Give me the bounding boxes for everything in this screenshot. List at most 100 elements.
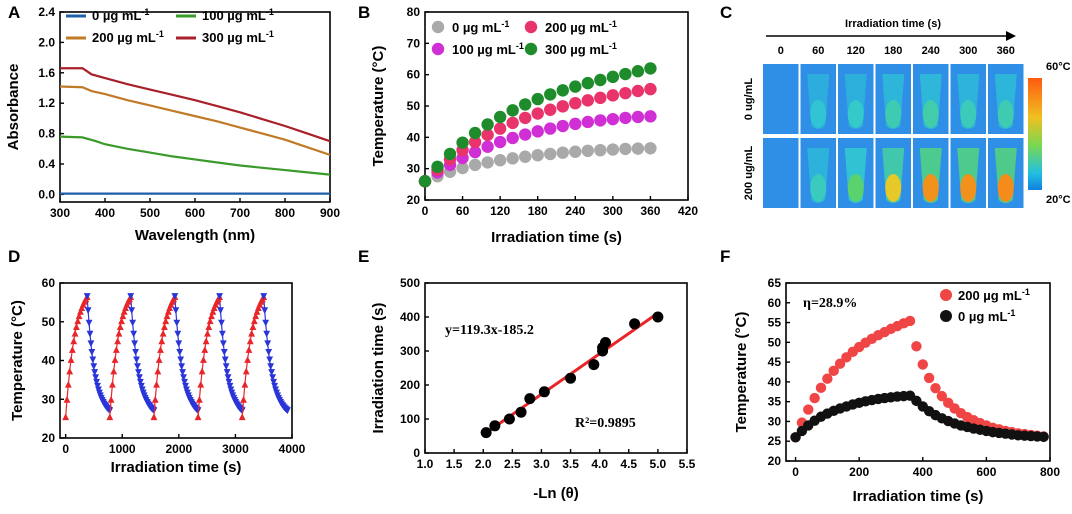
data-point-200	[468, 135, 482, 149]
y-tick-label: 45	[768, 355, 782, 369]
data-point-300	[493, 110, 507, 124]
cooling-point	[84, 307, 92, 315]
x-tick-label: 120	[490, 204, 510, 218]
heating-point	[253, 307, 261, 315]
x-tick-label: 360	[640, 204, 660, 218]
thermal-hotspot	[997, 100, 1014, 128]
legend-label-200: 200 µg mL-1	[92, 29, 164, 45]
x-tick-label: 240	[565, 204, 585, 218]
thermal-hotspot	[960, 174, 977, 202]
legend-label-0: 0 µg mL-1	[92, 7, 149, 23]
series-line-200	[59, 85, 331, 156]
legend-marker-0	[431, 20, 445, 34]
time-column-label: 0	[778, 45, 784, 57]
heating-line	[65, 296, 88, 417]
heating-point	[252, 312, 260, 320]
data-point-100	[531, 125, 544, 138]
data-point	[480, 427, 492, 439]
y-tick-label: 30	[42, 392, 56, 406]
data-point-0	[1038, 431, 1049, 443]
heating-point	[106, 413, 114, 421]
cooling-point	[134, 363, 141, 371]
time-column-label: 360	[997, 45, 1015, 57]
data-point	[652, 311, 664, 323]
data-point	[565, 372, 577, 384]
data-point-100	[506, 131, 519, 145]
heating-point	[241, 380, 249, 388]
heating-point	[118, 317, 125, 325]
heating-point	[205, 323, 213, 330]
heating-line	[197, 296, 221, 417]
x-tick-label: 4000	[279, 442, 306, 456]
data-point-100	[493, 135, 507, 149]
data-point-300	[506, 104, 519, 117]
data-point-200	[581, 94, 595, 107]
cooling-point	[89, 356, 97, 364]
cooling-point	[129, 319, 137, 327]
thermal-hotspot	[922, 100, 939, 128]
heating-point	[161, 323, 168, 330]
cooling-point	[87, 340, 95, 348]
heating-line	[241, 296, 265, 417]
heating-point	[206, 317, 214, 325]
efficiency-annotation: η=28.9%	[803, 296, 857, 311]
data-point-200	[936, 390, 948, 402]
cooling-point	[267, 363, 275, 371]
y-tick-label: 20	[42, 431, 56, 445]
y-tick-label: 70	[407, 36, 421, 50]
y-tick-label: 60	[42, 276, 56, 290]
cooling-point	[173, 319, 181, 327]
legend-label-100: 100 µg mL-1	[452, 41, 524, 57]
data-point-100	[556, 119, 569, 133]
data-point-200	[619, 86, 632, 100]
legend-marker-0	[940, 310, 952, 322]
x-tick-label: 5.0	[650, 457, 667, 471]
data-point-200	[544, 103, 557, 116]
cooling-point	[88, 348, 96, 356]
data-point-200	[481, 128, 494, 142]
cooling-point	[271, 382, 278, 390]
cooling-point	[174, 330, 182, 338]
chart-d: 0 1000 2000 3000 4000 20 30 40 50 60 Irradiation t…	[9, 276, 306, 476]
data-point-0	[506, 152, 519, 165]
data-point-0	[581, 144, 595, 158]
heating-point	[164, 307, 172, 315]
panel-letter-e: E	[358, 247, 369, 266]
cooling-point	[265, 348, 273, 356]
thermal-cell	[763, 138, 799, 208]
data-point-200	[531, 107, 544, 120]
y-tick-label: 200	[400, 378, 420, 392]
y-tick-label: 40	[768, 375, 782, 389]
data-point-300	[644, 62, 657, 75]
data-point-0	[493, 154, 507, 167]
y-tick-label: 0.4	[38, 157, 55, 171]
data-point-100	[631, 110, 645, 124]
cooling-point	[133, 356, 140, 364]
cooling-point	[225, 378, 233, 386]
cooling-point	[86, 330, 94, 338]
cooling-point	[182, 382, 189, 390]
heating-point	[209, 307, 217, 315]
data-point-200	[556, 100, 569, 113]
cooling-point	[132, 348, 139, 356]
x-tick-label: 0	[62, 442, 69, 456]
cooling-point	[266, 356, 274, 364]
colorbar-max-label: 60°C	[1046, 61, 1071, 73]
cooling-point	[260, 293, 268, 300]
heating-point	[155, 356, 163, 363]
thermal-hotspot	[997, 174, 1014, 202]
heating-point	[194, 413, 202, 421]
legend-marker-200	[940, 289, 952, 301]
data-point-300	[481, 118, 494, 131]
thermal-hotspot	[810, 174, 827, 202]
data-point-0	[456, 161, 469, 175]
data-point-200	[606, 89, 620, 102]
cooling-point	[94, 382, 101, 390]
cooling-point	[217, 307, 224, 315]
heating-point	[68, 346, 76, 353]
heating-point	[202, 337, 210, 345]
x-tick-label: 2.0	[475, 457, 492, 471]
x-axis-label: Wavelength (nm)	[135, 227, 255, 244]
data-point-300	[518, 98, 532, 111]
